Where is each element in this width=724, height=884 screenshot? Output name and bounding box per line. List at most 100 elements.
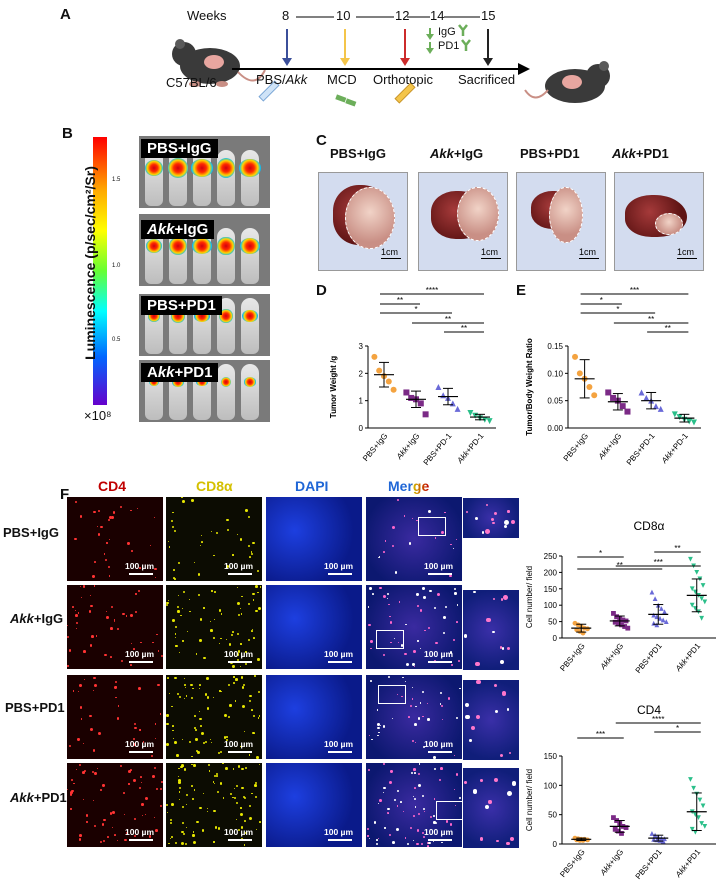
- data-point: [659, 606, 664, 611]
- zoom-cell: [499, 659, 505, 665]
- zoom-cell: [486, 503, 489, 506]
- cell-signal: [188, 598, 191, 601]
- cell-signal: [189, 610, 192, 613]
- cell-signal: [412, 663, 415, 666]
- cell-signal: [228, 716, 231, 719]
- zoom-cell: [501, 647, 504, 650]
- cell-signal: [140, 776, 143, 779]
- cell-signal: [433, 821, 436, 824]
- cell-signal: [413, 666, 416, 668]
- cell-signal: [411, 517, 413, 519]
- cell-signal: [92, 749, 96, 752]
- cell-signal: [190, 697, 193, 700]
- cell-signal: [197, 573, 201, 576]
- cell-signal: [190, 499, 194, 502]
- cell-signal: [115, 685, 118, 688]
- y-tick-label: 100: [544, 601, 558, 610]
- cell-signal: [218, 642, 221, 644]
- data-point: [619, 622, 624, 628]
- ivis-mouse: [193, 150, 211, 206]
- cell-signal: [432, 755, 436, 759]
- cell-signal: [193, 764, 196, 767]
- zoom-cell: [465, 715, 470, 720]
- ivis-mouse: [241, 228, 259, 284]
- cell-signal: [177, 594, 180, 597]
- cell-signal: [441, 530, 445, 534]
- cell-signal: [75, 610, 77, 612]
- cell-signal: [70, 808, 72, 810]
- if-scale-label: 100 µm: [224, 649, 253, 659]
- cell-signal: [154, 737, 157, 739]
- data-point: [605, 389, 612, 396]
- significance-label: ****: [426, 286, 438, 295]
- cell-signal: [104, 653, 107, 657]
- cell-signal: [234, 700, 237, 703]
- zoom-cell: [493, 777, 499, 783]
- data-point: [611, 815, 616, 820]
- cell-signal: [422, 746, 425, 749]
- cell-signal: [396, 693, 399, 695]
- data-point: [660, 617, 666, 623]
- cell-signal: [194, 715, 196, 717]
- cell-signal: [77, 611, 80, 614]
- if-scale-label: 100 µm: [224, 561, 253, 571]
- cell-signal: [422, 807, 425, 810]
- data-point: [622, 624, 628, 629]
- cell-signal: [96, 767, 99, 770]
- cell-signal: [197, 593, 200, 596]
- cell-signal: [377, 837, 379, 840]
- cell-signal: [108, 518, 111, 521]
- cell-signal: [243, 820, 246, 822]
- significance-label: *: [414, 305, 417, 314]
- cell-signal: [454, 592, 457, 595]
- if-scale-bar: [129, 573, 153, 575]
- cell-signal: [423, 810, 425, 813]
- cell-signal: [237, 632, 240, 635]
- cell-signal: [199, 618, 203, 621]
- cell-signal: [248, 817, 252, 820]
- cell-signal: [140, 641, 142, 644]
- cell-signal: [137, 686, 141, 690]
- cell-signal: [408, 716, 410, 718]
- data-point: [422, 411, 429, 418]
- y-tick-label: 0: [553, 840, 558, 849]
- data-point: [690, 419, 697, 426]
- cell-signal: [257, 591, 259, 594]
- zoom-cell: [473, 590, 477, 594]
- cell-signal: [148, 835, 152, 838]
- cell-signal: [413, 787, 416, 789]
- cell-signal: [404, 515, 406, 517]
- colorbar-tick-1.0: 1.0: [112, 263, 121, 269]
- cell-signal: [422, 835, 426, 839]
- significance-label: ***: [596, 730, 605, 739]
- significance-label: ****: [652, 715, 664, 724]
- cell-signal: [422, 587, 426, 590]
- cell-signal: [388, 833, 392, 836]
- cell-signal: [89, 644, 93, 648]
- cell-signal: [254, 795, 258, 799]
- cell-signal: [422, 715, 424, 718]
- cell-signal: [187, 631, 189, 633]
- significance-label: **: [674, 544, 680, 553]
- cell-signal: [133, 742, 136, 746]
- row-label-akk-pd1: Akk+PD1: [10, 790, 67, 805]
- cell-signal: [203, 742, 206, 745]
- liver-label-akk-pd1: Akk+PD1: [612, 146, 669, 161]
- cell-signal: [166, 812, 168, 814]
- cell-signal: [159, 787, 163, 791]
- cell-signal: [103, 839, 106, 843]
- cell-signal: [226, 518, 229, 522]
- cell-signal: [132, 647, 135, 650]
- y-tick-label: 1: [359, 397, 364, 406]
- data-point: [692, 829, 698, 835]
- step-orthotopic: Orthotopic: [373, 72, 433, 87]
- cell-signal: [240, 612, 243, 615]
- cell-signal: [68, 745, 71, 748]
- cell-signal: [169, 837, 171, 839]
- cell-signal: [192, 798, 194, 800]
- x-tick-label: Akk+IgG: [394, 432, 421, 462]
- cell-signal: [416, 605, 419, 608]
- x-tick-label: PBS+PD-1: [625, 431, 657, 467]
- cell-signal: [438, 779, 441, 782]
- cell-signal: [426, 703, 428, 705]
